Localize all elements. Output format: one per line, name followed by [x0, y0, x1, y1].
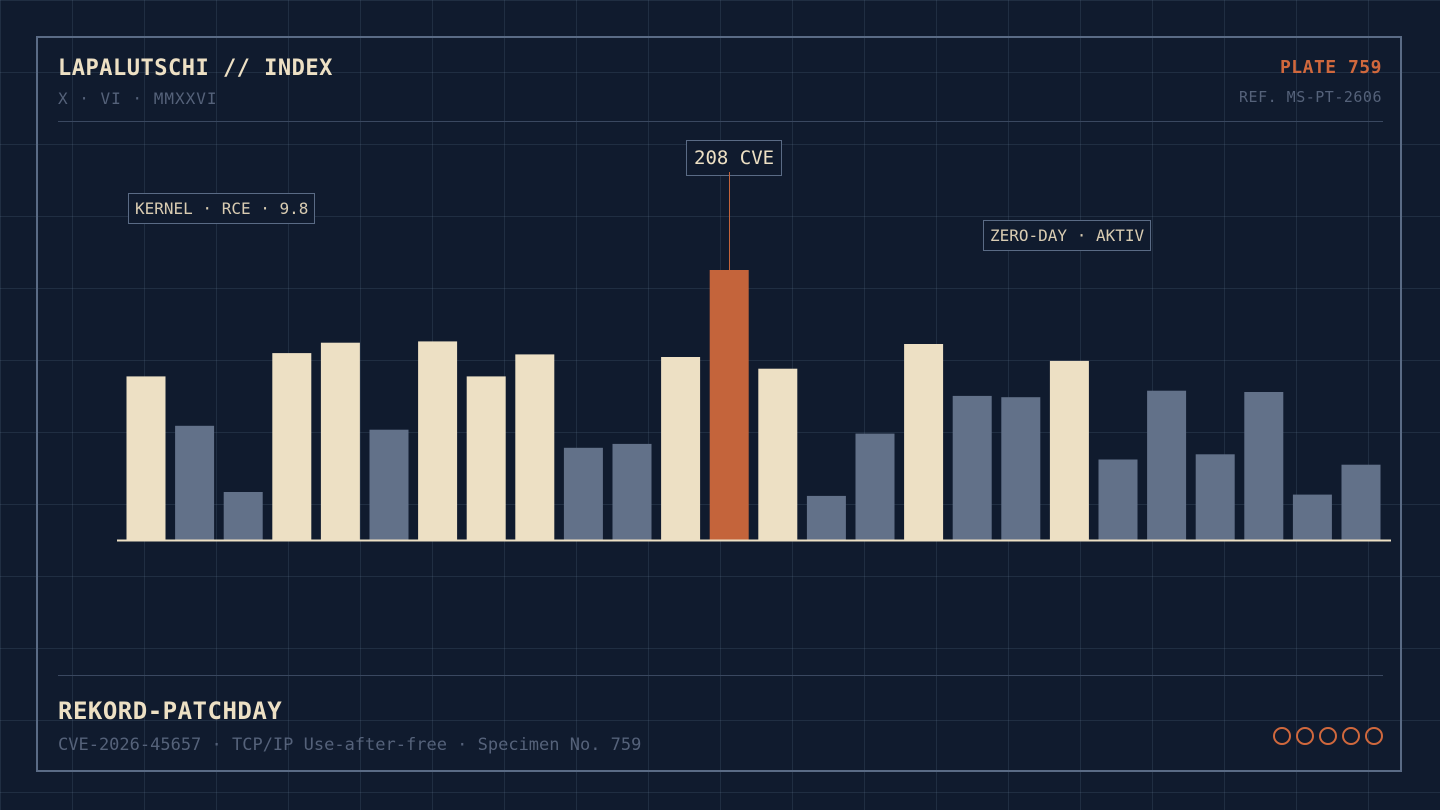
- bar-peak: [709, 270, 749, 540]
- bar-6: [369, 429, 409, 540]
- bar-11: [612, 443, 652, 540]
- bar-17: [904, 344, 944, 540]
- reference-code: REF. MS-PT-2606: [1239, 88, 1382, 106]
- rating-dot: [1365, 727, 1383, 745]
- rating-dot: [1273, 727, 1291, 745]
- rating-dot: [1342, 727, 1360, 745]
- footer-subtitle: CVE-2026-45657 · TCP/IP Use-after-free ·…: [58, 735, 642, 755]
- annotation-kernel-rce: KERNEL · RCE · 9.8: [128, 193, 316, 224]
- annotation-peak-value: 208 CVE: [686, 140, 783, 176]
- bar-26: [1341, 464, 1381, 540]
- annotation-zero-day: ZERO-DAY · AKTIV: [983, 220, 1152, 251]
- bar-24: [1244, 392, 1284, 540]
- bar-1: [126, 376, 166, 540]
- bar-2: [175, 425, 215, 540]
- bar-10: [563, 447, 603, 540]
- rating-dot: [1319, 727, 1337, 745]
- rating-dots: [1273, 727, 1383, 745]
- bar-5: [320, 342, 360, 540]
- bar-3: [223, 492, 263, 540]
- plate-number: PLATE 759: [1279, 57, 1382, 78]
- footer-divider: [58, 675, 1383, 676]
- bar-18: [952, 395, 992, 540]
- bar-23: [1195, 454, 1235, 540]
- bar-21: [1098, 459, 1138, 540]
- page-title: LAPALUTSCHI // INDEX: [58, 56, 333, 81]
- date-subtitle: X · VI · MMXXVI: [58, 89, 218, 108]
- header-divider: [58, 121, 1383, 122]
- bar-14: [758, 368, 798, 540]
- rating-dot: [1296, 727, 1314, 745]
- footer-title: REKORD-PATCHDAY: [58, 697, 283, 725]
- bar-7: [418, 341, 458, 540]
- bar-15: [806, 495, 846, 540]
- bar-20: [1049, 360, 1089, 540]
- plate-frame: [36, 36, 1402, 772]
- peak-leader-line: [729, 172, 730, 270]
- bar-8: [466, 376, 506, 540]
- bar-16: [855, 433, 895, 540]
- bar-19: [1001, 397, 1041, 540]
- bar-12: [661, 357, 701, 540]
- bar-4: [272, 353, 312, 540]
- bar-22: [1147, 390, 1187, 540]
- bar-9: [515, 354, 555, 540]
- bar-25: [1292, 494, 1332, 540]
